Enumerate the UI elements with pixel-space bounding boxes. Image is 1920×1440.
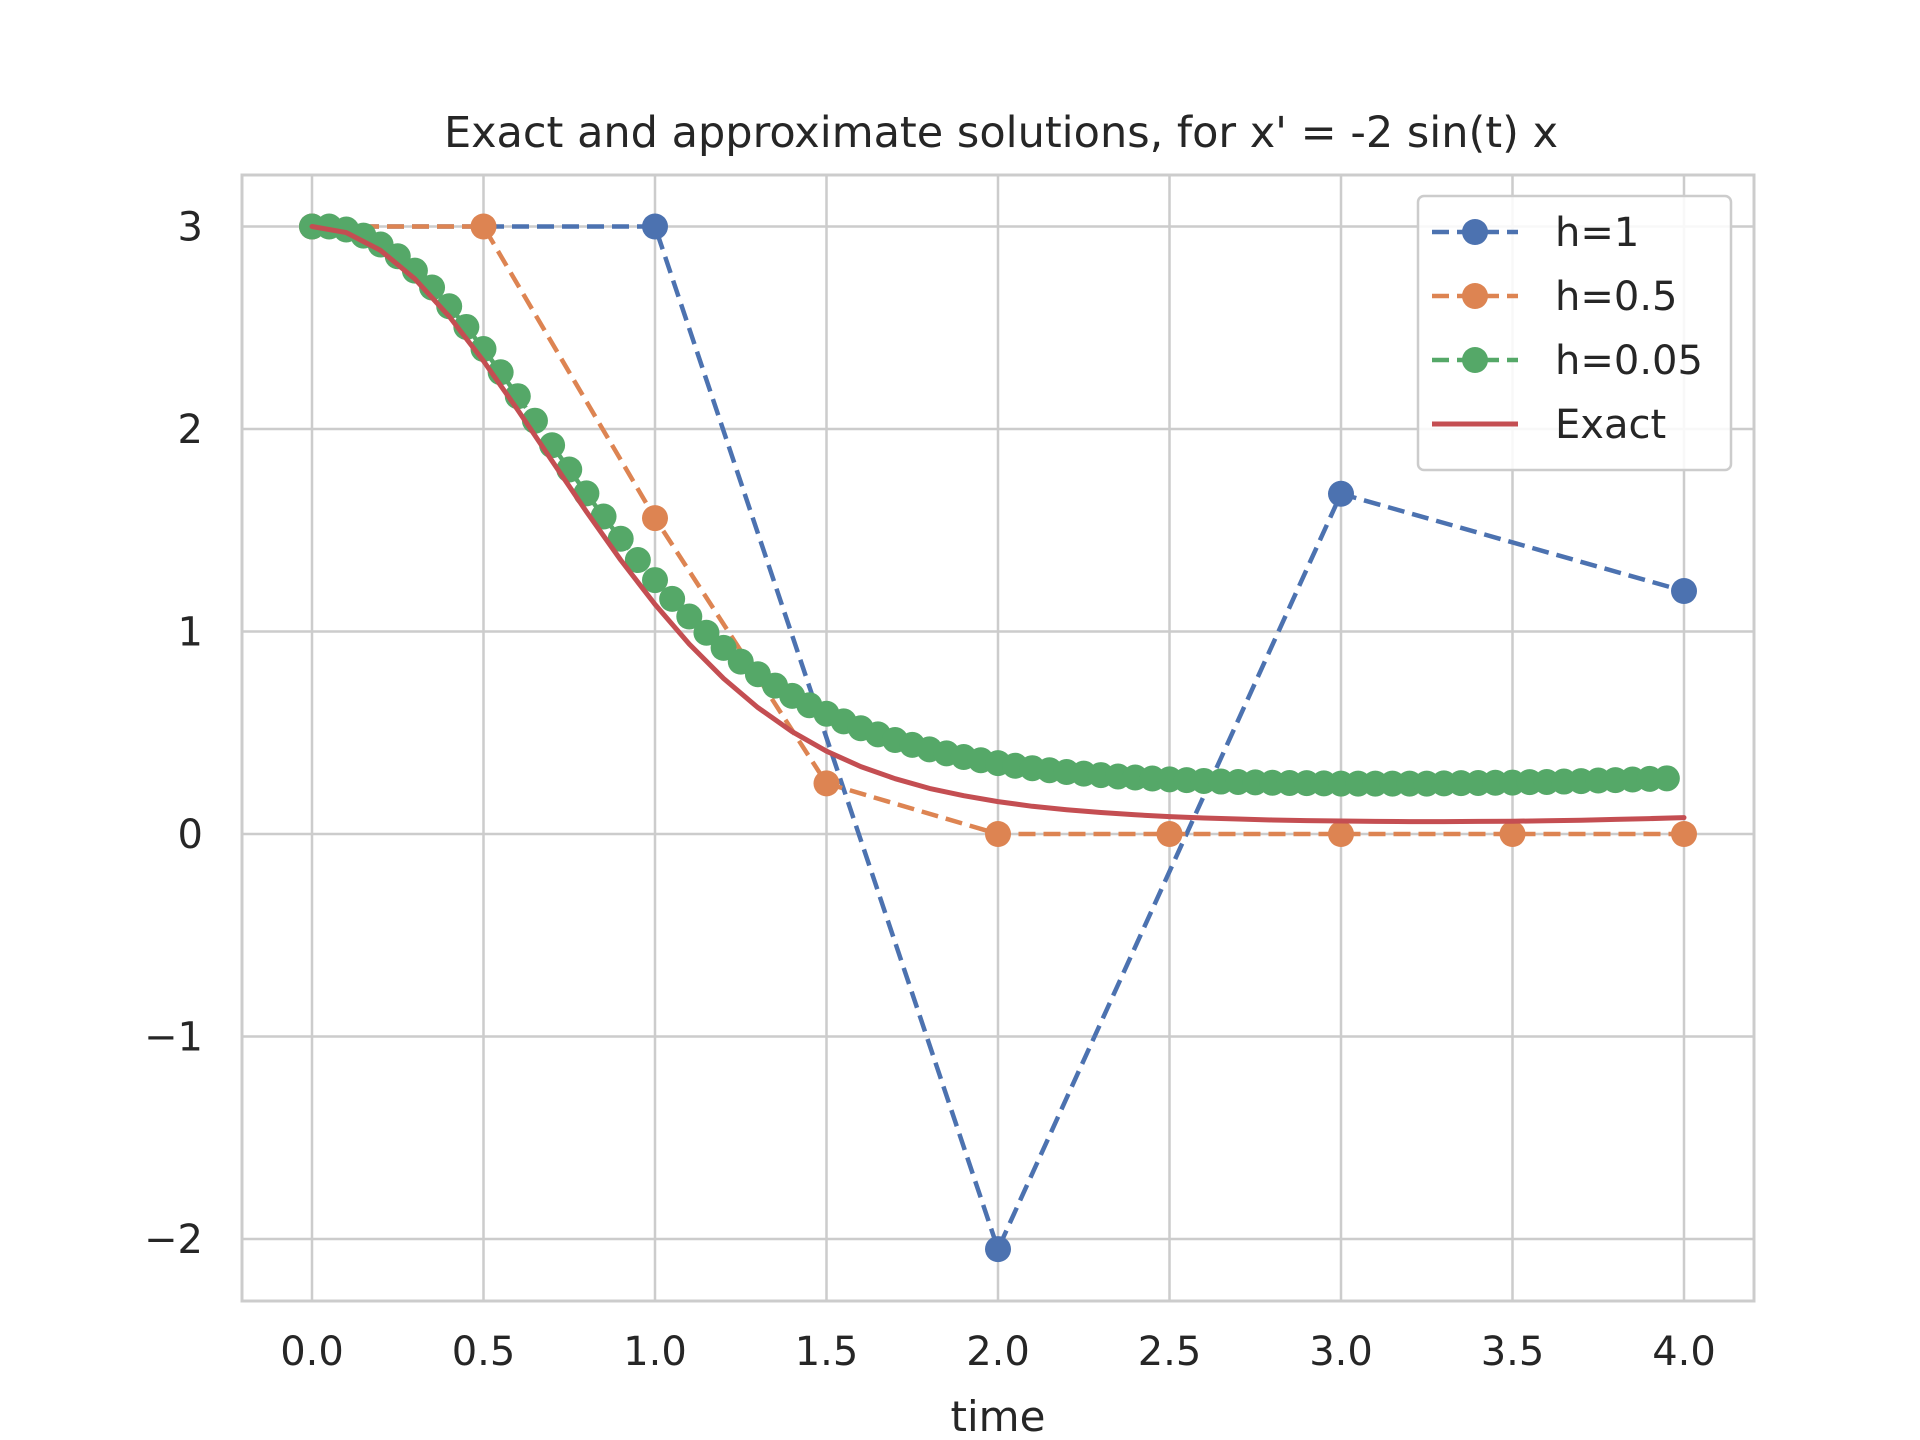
x-tick-label: 0.5 [452, 1329, 516, 1375]
legend: h=1 h=0.5 h=0.05 Exact [1416, 194, 1733, 472]
series-h=0.5 [299, 213, 1697, 847]
data-point [384, 243, 411, 270]
data-point [985, 821, 1011, 847]
legend-label: h=1 [1555, 210, 1639, 256]
data-point [1156, 821, 1183, 847]
legend-item: h=1 [1432, 210, 1639, 256]
series-line [312, 224, 1685, 1256]
data-point [693, 619, 720, 646]
data-point [1328, 480, 1354, 507]
chart-title: Exact and approximate solutions, for x' … [444, 108, 1558, 158]
legend-box [1416, 194, 1733, 472]
series-h=0.05 [299, 213, 1680, 797]
series-Exact [309, 224, 1687, 825]
legend-marker [1462, 219, 1488, 245]
data-point [607, 525, 634, 552]
x-tick-label: 3.5 [1481, 1329, 1545, 1375]
data-point [985, 1236, 1011, 1263]
y-tick-label: 1 [178, 610, 203, 656]
y-tick-label: 2 [178, 407, 203, 453]
y-tick-label: −2 [144, 1217, 203, 1263]
x-tick-label: 1.0 [623, 1329, 687, 1375]
plot-frame [240, 173, 1756, 1303]
data-point [659, 585, 686, 612]
legend-label: h=0.5 [1555, 274, 1677, 320]
data-point [1499, 821, 1526, 847]
data-point [470, 213, 497, 240]
data-point [642, 505, 668, 532]
legend-label: Exact [1555, 402, 1666, 448]
x-tick-label: 1.5 [795, 1329, 859, 1375]
data-point [401, 257, 428, 284]
x-axis-ticks: 0.0 0.5 1.0 1.5 2.0 2.5 3.0 3.5 4.0 [280, 1329, 1716, 1375]
data-point [1328, 821, 1354, 847]
legend-marker [1462, 347, 1488, 373]
y-axis-ticks: −2 −1 0 1 2 3 [144, 205, 203, 1264]
data-point [642, 567, 668, 594]
x-tick-label: 2.0 [966, 1329, 1030, 1375]
legend-label: h=0.05 [1555, 338, 1703, 384]
series-line [309, 224, 1687, 825]
y-tick-label: −1 [144, 1015, 203, 1061]
x-tick-label: 3.0 [1309, 1329, 1373, 1375]
y-tick-label: 0 [178, 812, 203, 858]
x-axis-label: time [951, 1392, 1046, 1440]
y-tick-label: 3 [178, 205, 203, 251]
legend-item: h=0.5 [1432, 274, 1677, 320]
x-tick-label: 2.5 [1138, 1329, 1202, 1375]
data-point [1671, 578, 1697, 604]
data-point [676, 603, 703, 630]
data-point [624, 547, 651, 574]
legend-marker [1462, 283, 1488, 309]
x-tick-label: 0.0 [280, 1329, 344, 1375]
data-point [1671, 821, 1697, 847]
data-point [813, 770, 840, 797]
legend-item: Exact [1432, 402, 1666, 448]
series-layer [299, 213, 1697, 1263]
data-point [1653, 765, 1680, 792]
x-tick-label: 4.0 [1652, 1329, 1716, 1375]
legend-item: h=0.05 [1432, 338, 1703, 384]
data-point [642, 213, 668, 240]
